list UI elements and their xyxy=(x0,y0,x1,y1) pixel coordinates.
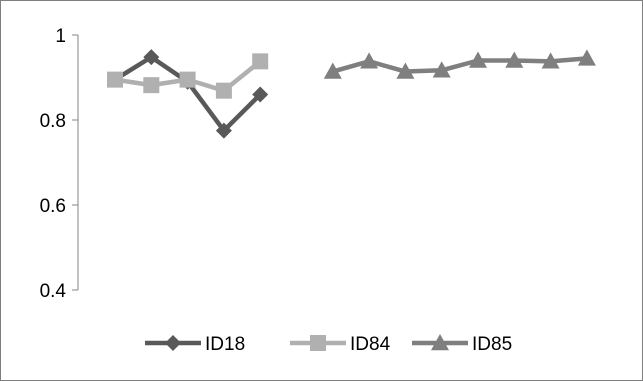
series-id85 xyxy=(323,49,596,79)
legend-item-id84: ID84 xyxy=(290,334,391,355)
data-point xyxy=(360,52,379,69)
series-layer xyxy=(107,49,596,139)
series-line-id85 xyxy=(332,56,588,74)
data-point xyxy=(323,62,342,79)
legend-label: ID18 xyxy=(205,334,245,355)
series-id84 xyxy=(107,53,269,99)
legend-swatch-marker xyxy=(431,334,449,351)
y-tick-label: 0.8 xyxy=(40,111,66,132)
y-tick-label: 0.6 xyxy=(40,196,66,217)
data-point xyxy=(179,71,196,88)
legend-item-id85: ID85 xyxy=(412,334,512,355)
legend-swatch-marker xyxy=(310,335,326,351)
data-point xyxy=(469,51,487,68)
data-point xyxy=(541,52,560,69)
legend-label: ID85 xyxy=(472,334,512,355)
data-point xyxy=(215,82,232,99)
data-point xyxy=(252,86,269,103)
data-point xyxy=(505,51,524,68)
data-point xyxy=(432,61,451,78)
data-point xyxy=(252,53,269,70)
data-point xyxy=(215,122,232,139)
legend-label: ID84 xyxy=(350,334,391,355)
y-axis-ticks: 0.4 0.6 0.8 1 xyxy=(40,26,78,302)
legend-item-id18: ID18 xyxy=(145,334,245,355)
legend-swatch-marker xyxy=(165,335,181,351)
data-point xyxy=(107,71,123,88)
legend: ID18 ID84 ID85 xyxy=(145,334,512,355)
y-tick-label: 1 xyxy=(55,26,66,47)
data-point xyxy=(143,77,160,94)
data-point xyxy=(396,62,415,79)
data-point xyxy=(577,49,596,66)
data-point xyxy=(143,49,160,66)
y-tick-label: 0.4 xyxy=(40,281,67,302)
